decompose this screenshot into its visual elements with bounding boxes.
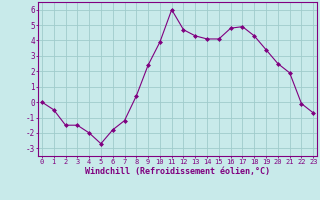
X-axis label: Windchill (Refroidissement éolien,°C): Windchill (Refroidissement éolien,°C) <box>85 167 270 176</box>
